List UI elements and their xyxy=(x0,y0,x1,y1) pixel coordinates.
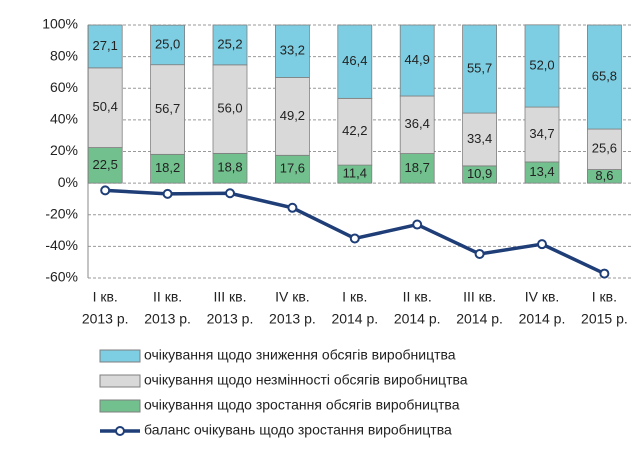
bar-segment xyxy=(399,95,435,154)
y-tick-label: -60% xyxy=(45,269,78,285)
data-label: 17,6 xyxy=(280,161,305,176)
x-tick-label: І кв. xyxy=(592,289,617,305)
data-label: 49,2 xyxy=(280,108,305,123)
legend-label: очікування щодо зростання обсягів виробн… xyxy=(144,397,460,413)
x-tick-label: ІІІ кв. xyxy=(463,289,496,305)
line-marker xyxy=(225,188,235,199)
data-label: 44,9 xyxy=(405,52,430,67)
data-label: 46,4 xyxy=(342,53,367,68)
x-tick-label: ІІІ кв. xyxy=(213,289,246,305)
legend-label: баланс очікувань щодо зростання виробниц… xyxy=(144,422,452,438)
legend-label: очікування щодо незмінності обсягів виро… xyxy=(144,372,468,388)
legend-swatch xyxy=(99,349,141,363)
bar-segment xyxy=(274,154,310,184)
x-tick-label: 2013 р. xyxy=(207,311,254,327)
data-label: 55,7 xyxy=(467,60,492,75)
x-tick-label: І кв. xyxy=(342,289,367,305)
y-tick-label: -20% xyxy=(45,205,78,221)
x-tick-label: 2015 р. xyxy=(581,311,628,327)
x-tick-label: 2014 р. xyxy=(394,311,441,327)
line-marker xyxy=(349,233,360,244)
y-tick-label: 60% xyxy=(50,79,78,95)
line xyxy=(105,188,606,276)
data-label: 36,4 xyxy=(405,116,430,131)
data-label: 50,4 xyxy=(93,99,118,114)
y-tick-label: 20% xyxy=(50,142,78,158)
bar-segment xyxy=(87,24,123,69)
data-label: 22,5 xyxy=(93,157,118,172)
line-marker xyxy=(287,202,298,213)
bar-segment xyxy=(212,152,248,184)
data-label: 56,7 xyxy=(155,101,180,116)
bar-segment xyxy=(212,64,248,154)
data-label: 52,0 xyxy=(529,57,554,72)
x-tick-label: 2013 р. xyxy=(144,311,191,327)
data-label: 27,1 xyxy=(93,38,118,53)
data-label: 33,2 xyxy=(280,43,305,58)
bar-segment xyxy=(462,24,498,114)
data-label: 10,9 xyxy=(467,166,492,181)
x-tick-label: 2013 р. xyxy=(82,311,129,327)
data-label: 13,4 xyxy=(529,164,554,179)
bar-segment xyxy=(462,112,498,167)
y-tick-label: 0% xyxy=(58,174,78,190)
data-label: 18,2 xyxy=(155,160,180,175)
line-marker xyxy=(162,188,173,199)
legend-swatch xyxy=(99,399,141,413)
bar-segment xyxy=(524,24,560,108)
bar-segment xyxy=(587,24,622,130)
data-label: 18,7 xyxy=(405,160,430,175)
x-tick-label: 2014 р. xyxy=(331,311,378,327)
bar-segment xyxy=(87,147,123,184)
x-tick-label: ІІ кв. xyxy=(153,289,182,305)
bar-segment xyxy=(274,77,310,156)
bar-segment xyxy=(212,24,248,66)
bar-segment xyxy=(150,153,186,184)
data-label: 8,6 xyxy=(595,168,613,183)
data-label: 11,4 xyxy=(343,166,367,181)
x-tick-label: 2014 р. xyxy=(519,311,566,327)
bar-segment xyxy=(524,106,560,163)
x-tick-label: 2013 р. xyxy=(269,311,316,327)
legend-swatch xyxy=(99,374,141,388)
y-tick-label: 80% xyxy=(50,47,78,63)
bar-segment xyxy=(150,24,186,66)
data-label: 25,2 xyxy=(217,36,242,51)
y-tick-label: 100% xyxy=(42,16,78,32)
data-label: 33,4 xyxy=(467,131,492,146)
data-label: 25,0 xyxy=(155,36,180,51)
x-tick-label: 2014 р. xyxy=(456,311,503,327)
x-tick-label: І кв. xyxy=(93,289,118,305)
bar-segment xyxy=(399,24,435,97)
data-label: 65,8 xyxy=(592,68,617,83)
data-label: 18,8 xyxy=(217,160,242,175)
legend-label: очікування щодо зниження обсягів виробни… xyxy=(144,347,456,363)
line-marker xyxy=(474,248,485,259)
line-marker xyxy=(100,185,111,196)
data-label: 42,2 xyxy=(342,123,367,138)
x-tick-label: ІІ кв. xyxy=(403,289,432,305)
y-tick-label: 40% xyxy=(50,111,78,127)
x-tick-label: IV кв. xyxy=(525,289,560,305)
bar-segment xyxy=(337,24,373,99)
bar-segment xyxy=(150,64,186,155)
y-tick-label: -40% xyxy=(45,237,78,253)
bar-segment xyxy=(587,128,622,170)
bar-segment xyxy=(274,24,310,78)
data-label: 56,0 xyxy=(217,101,242,116)
line-marker xyxy=(537,239,547,250)
x-tick-label: IV кв. xyxy=(275,289,310,305)
bar-segment xyxy=(399,153,435,184)
data-label: 25,6 xyxy=(592,141,617,156)
bar-segment xyxy=(87,67,123,148)
data-label: 34,7 xyxy=(529,126,554,141)
legend-marker xyxy=(115,426,125,436)
bar-segment xyxy=(337,97,373,166)
line-marker xyxy=(599,268,610,279)
line-marker xyxy=(412,219,423,230)
